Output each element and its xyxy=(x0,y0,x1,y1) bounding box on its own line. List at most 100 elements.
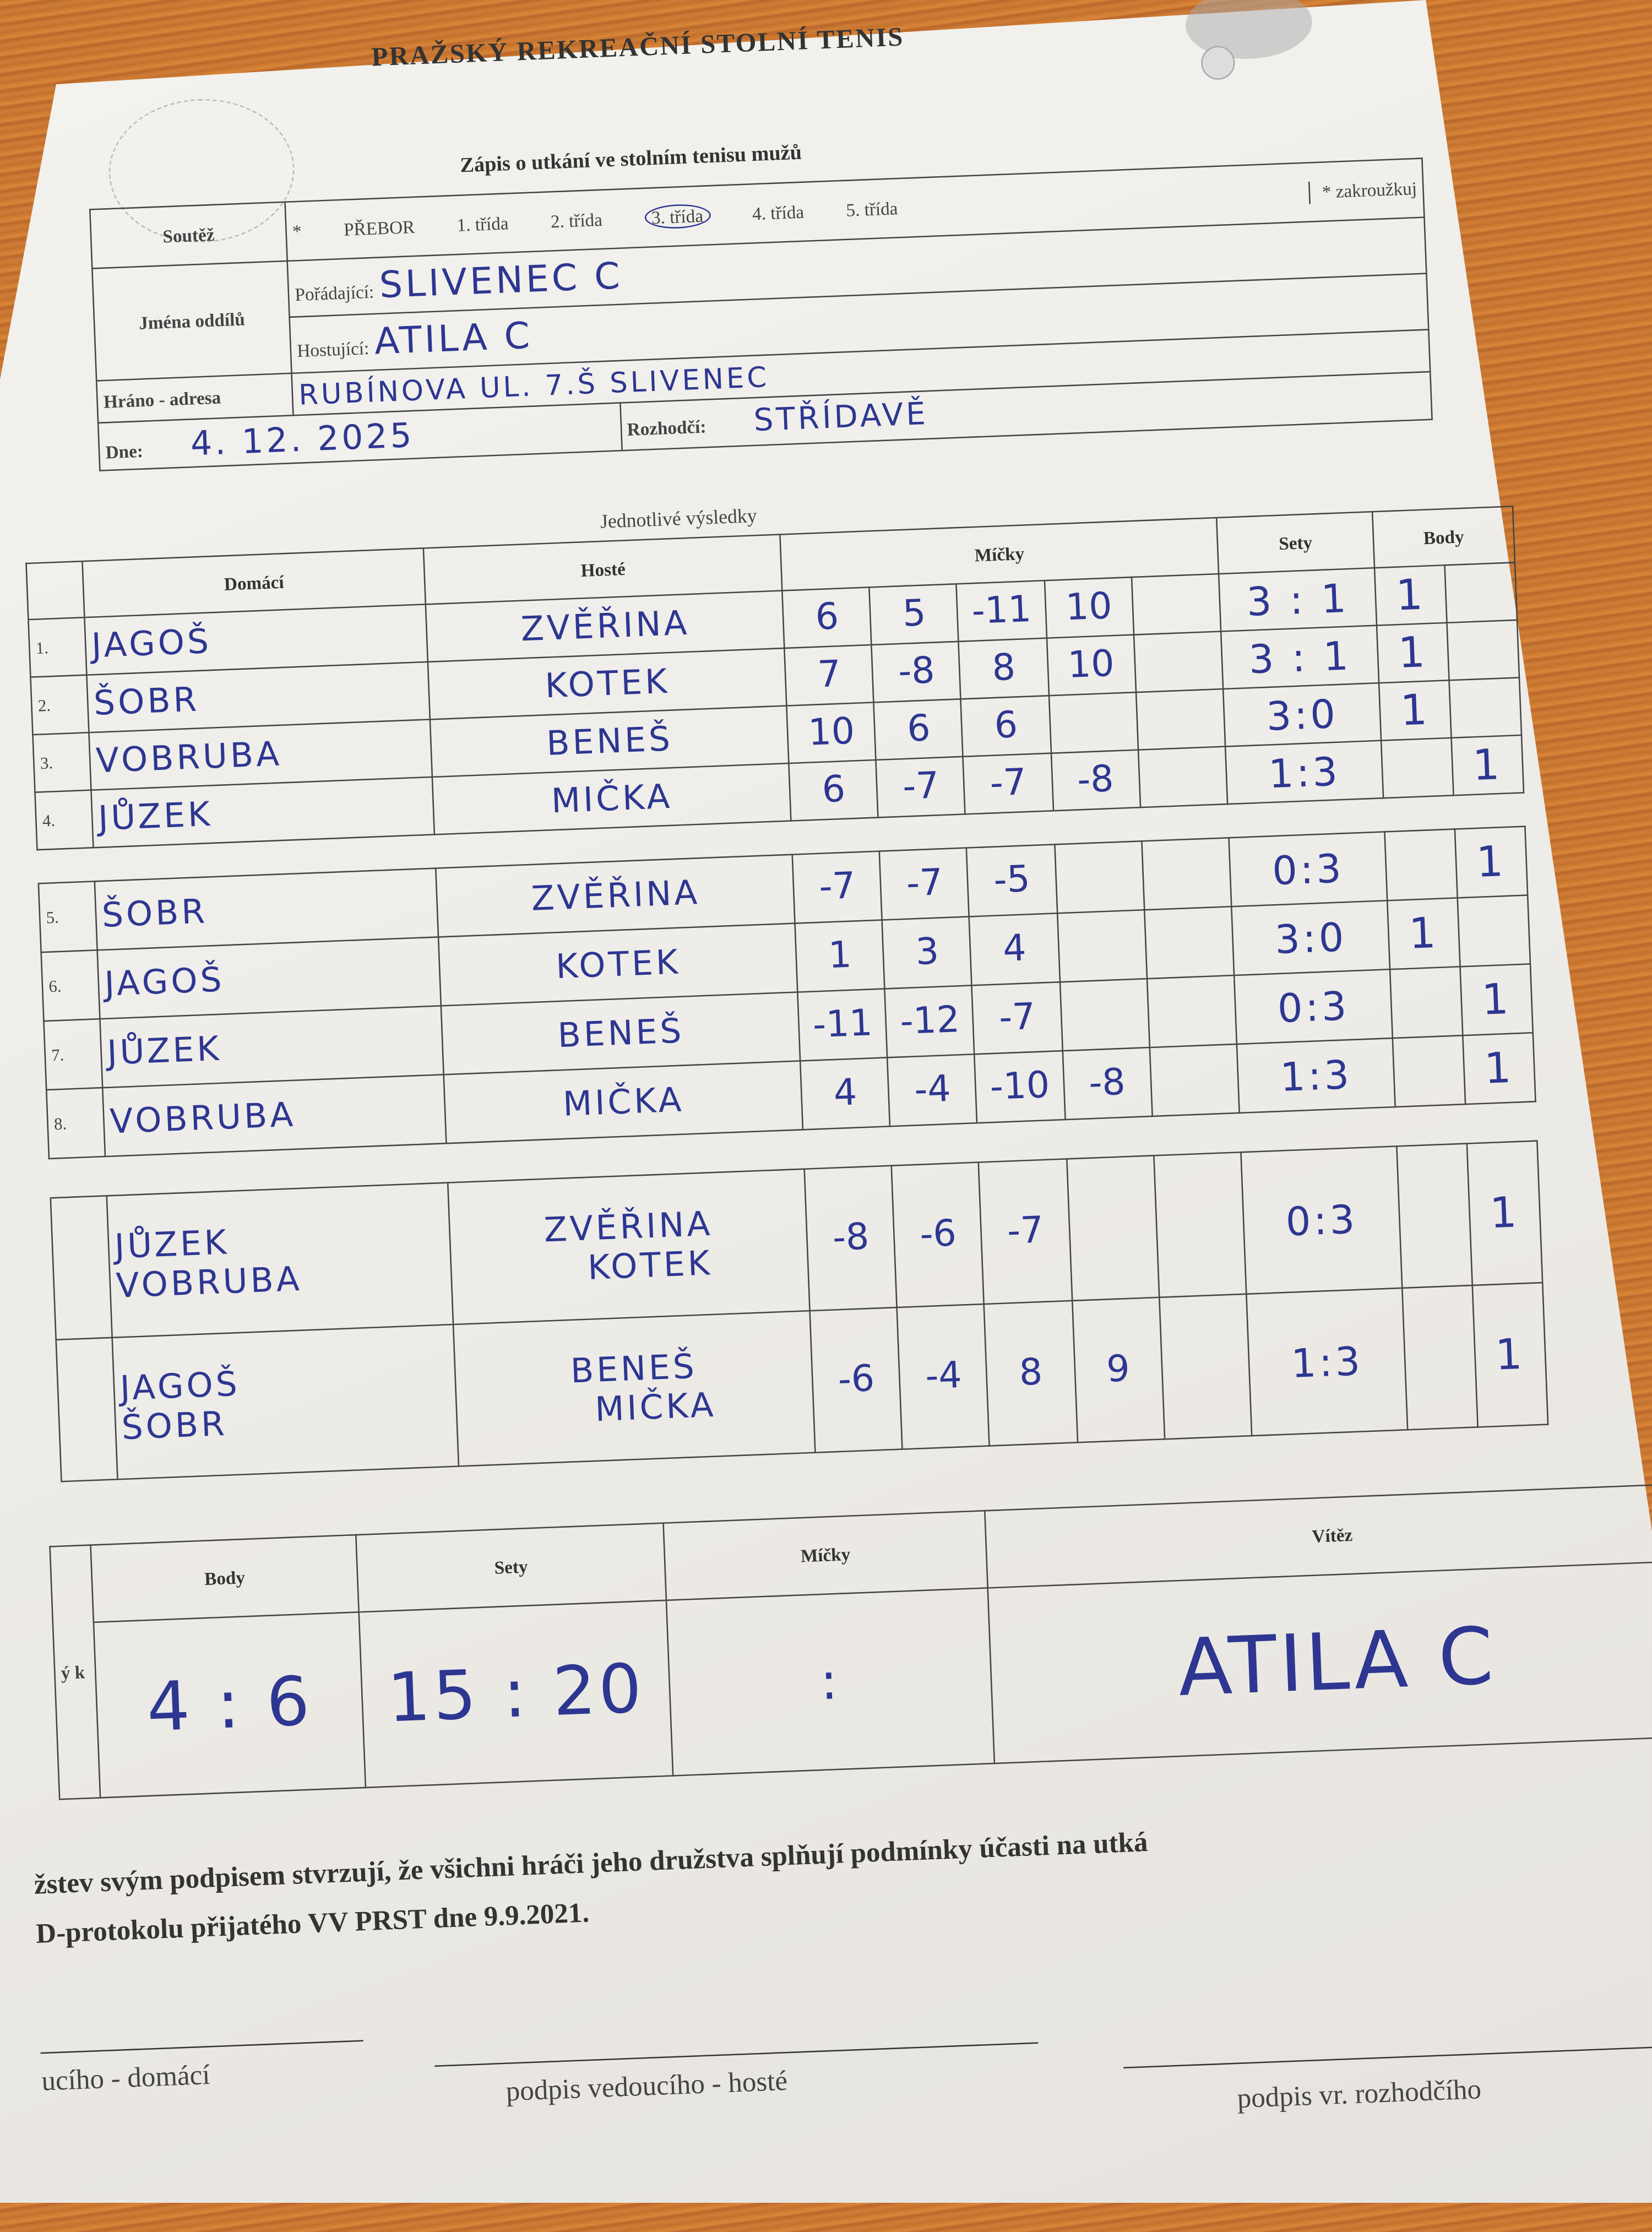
results-table: Domácí Hosté Míčky Sety Body 1. JAGOŠ ZVĚŘ… xyxy=(25,506,1548,1482)
body-away: 1 xyxy=(1472,1283,1548,1427)
signature-line-home[interactable] xyxy=(40,2040,363,2054)
soutez-label: Soutěž xyxy=(90,202,287,269)
soutez-option[interactable]: 4. třída xyxy=(752,200,805,224)
summary-body-value: 4 : 6 xyxy=(93,1612,366,1798)
sets-score: 3 : 1 xyxy=(1219,568,1377,632)
sets-score: 1:3 xyxy=(1236,1038,1395,1113)
body-home xyxy=(1390,966,1463,1039)
hostujici-label: Hostující: xyxy=(296,336,369,361)
soutez-option[interactable]: 5. třída xyxy=(845,197,899,220)
match-number: 1. xyxy=(28,617,86,677)
sets-score: 3:0 xyxy=(1223,683,1382,747)
sets-score: 1:3 xyxy=(1225,740,1384,805)
summary-vitez-value: ATILA C xyxy=(987,1561,1652,1764)
match-info-table: Soutěž * PŘEBOR 1. třída 2. třída 3. třída 4.… xyxy=(89,158,1433,471)
game-score: -10 xyxy=(975,1051,1065,1123)
home-player: JAGOŠ xyxy=(96,937,442,1019)
poradajici-label: Pořádající: xyxy=(294,280,374,305)
match-number: 3. xyxy=(32,732,91,792)
game-score: 10 xyxy=(786,702,877,764)
home-player: VOBRUBA xyxy=(102,1074,447,1157)
game-score: 5 xyxy=(870,584,959,645)
game-score xyxy=(1146,975,1237,1048)
soutez-option[interactable]: 3. třída xyxy=(644,202,711,229)
hostujici-value: ATILA C xyxy=(373,314,534,363)
game-score: -6 xyxy=(809,1307,903,1453)
game-score: 3 xyxy=(882,916,972,989)
game-score: -12 xyxy=(885,985,975,1058)
game-score xyxy=(1066,1155,1159,1301)
game-score xyxy=(1149,1044,1240,1116)
summary-table: ý k Body Sety Míčky Vítěz 4 : 6 15 : 20 … xyxy=(49,1484,1652,1800)
game-score xyxy=(1057,910,1147,982)
game-score: -11 xyxy=(797,989,888,1061)
body-home: 1 xyxy=(1377,622,1449,683)
summary-sety-label: Sety xyxy=(356,1523,666,1612)
match-number: 4. xyxy=(35,790,93,850)
game-score xyxy=(1059,979,1150,1051)
game-score: 1 xyxy=(795,920,885,992)
game-score: -7 xyxy=(876,756,966,818)
soutez-option[interactable]: PŘEBOR xyxy=(343,215,415,240)
signature-away-label: podpis vedoucího - hosté xyxy=(505,2066,788,2108)
game-score: 10 xyxy=(1046,634,1136,696)
declaration-line-2: D-protokolu přijatého VV PRST dne 9.9.20… xyxy=(35,1898,590,1950)
poradajici-value: SLIVENEC C xyxy=(378,255,624,307)
soutez-option[interactable]: 1. třída xyxy=(456,211,509,235)
signature-line-referee[interactable] xyxy=(1123,2044,1652,2068)
sets-score: 0:3 xyxy=(1241,1146,1403,1294)
signature-line-away[interactable] xyxy=(434,2042,1039,2067)
body-away: 1 xyxy=(1460,964,1533,1036)
game-score: -4 xyxy=(897,1304,990,1449)
summary-micky-value: : xyxy=(666,1588,995,1776)
game-score: -4 xyxy=(887,1054,978,1127)
page-title: PRAŽSKÝ REKREAČNÍ STOLNÍ TENIS xyxy=(371,23,905,73)
body-away xyxy=(1457,895,1530,967)
game-score: -5 xyxy=(967,844,1057,917)
col-sety: Sety xyxy=(1216,512,1375,574)
game-score: -7 xyxy=(792,851,883,924)
dne-label: Dne: xyxy=(105,439,144,462)
game-score: 6 xyxy=(961,696,1051,757)
away-player: KOTEK xyxy=(438,923,798,1006)
body-home: 1 xyxy=(1374,565,1447,626)
sets-score: 0:3 xyxy=(1229,832,1388,907)
sets-score: 3 : 1 xyxy=(1221,625,1379,689)
away-player: BENEŠ MIČKA xyxy=(453,1311,816,1467)
sets-score: 0:3 xyxy=(1234,969,1393,1044)
body-away: 1 xyxy=(1463,1033,1536,1105)
rozhodci-label: Rozhodčí: xyxy=(626,415,707,440)
game-score xyxy=(1138,746,1228,808)
sets-score: 3:0 xyxy=(1231,900,1390,976)
soutez-option[interactable]: * xyxy=(292,219,302,241)
game-score xyxy=(1133,631,1224,693)
game-score: 4 xyxy=(969,913,1060,986)
body-away: 1 xyxy=(1454,826,1528,898)
away-player: BENEŠ xyxy=(441,992,801,1075)
game-score xyxy=(1048,692,1138,753)
table-tennis-bat-icon xyxy=(1184,0,1314,62)
match-number: 8. xyxy=(46,1088,105,1159)
body-home xyxy=(1393,1035,1466,1107)
game-score: 10 xyxy=(1044,577,1134,638)
game-score xyxy=(1153,1152,1247,1297)
match-number: 6. xyxy=(41,950,100,1022)
rozhodci-value: STŘÍDAVĚ xyxy=(753,397,929,439)
note-circle: * zakroužkuj xyxy=(1309,177,1417,204)
soutez-option[interactable]: 2. třída xyxy=(550,208,603,231)
summary-body-label: Body xyxy=(90,1535,359,1622)
sets-score: 1:3 xyxy=(1246,1288,1408,1436)
body-away xyxy=(1449,677,1521,738)
body-away: 1 xyxy=(1451,735,1524,796)
summary-sety-value: 15 : 20 xyxy=(358,1600,673,1788)
game-score: -8 xyxy=(872,641,961,703)
body-away xyxy=(1447,620,1519,681)
home-player: JŮZEK VOBRUBA xyxy=(106,1182,454,1338)
home-player: JŮZEK xyxy=(99,1006,444,1088)
game-score: -7 xyxy=(979,1159,1072,1304)
game-score: -7 xyxy=(963,753,1053,814)
form-subtitle: Zápis o utkání ve stolním tenisu mužů xyxy=(459,142,802,178)
match-number: 7. xyxy=(44,1019,102,1090)
